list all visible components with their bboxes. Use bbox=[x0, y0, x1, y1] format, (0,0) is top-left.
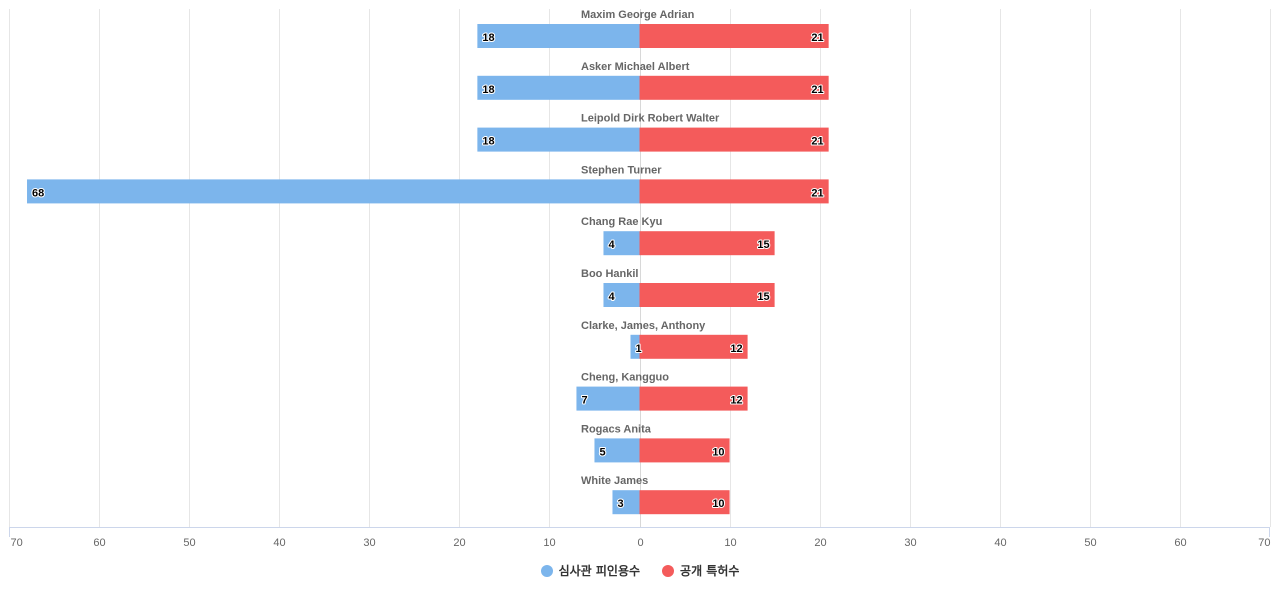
x-tick-label: 20 bbox=[453, 537, 465, 549]
bar-patents bbox=[639, 75, 829, 100]
x-tick-label: 60 bbox=[1174, 537, 1186, 549]
data-label-citations: 18 bbox=[482, 136, 494, 148]
data-label-citations: 7 bbox=[581, 395, 587, 407]
legend-item-citations[interactable]: 심사관 피인용수 bbox=[540, 562, 641, 579]
bar-patents bbox=[639, 231, 775, 256]
bar-patents bbox=[639, 386, 748, 411]
bar-citations bbox=[27, 179, 640, 204]
category-label: Maxim George Adrian bbox=[581, 9, 695, 21]
x-tick-label: 20 bbox=[814, 537, 826, 549]
bar-patents bbox=[639, 127, 829, 152]
data-label-patents: 12 bbox=[730, 343, 742, 355]
x-axis: 70 60 50 40 30 20 10 0 10 20 30 40 50 60 70 bbox=[9, 527, 1271, 549]
x-tick-label: 60 bbox=[93, 537, 105, 549]
grid-lines bbox=[9, 9, 1271, 527]
data-label-citations: 68 bbox=[32, 187, 44, 199]
bar-citations bbox=[603, 231, 640, 256]
bar-patents bbox=[639, 24, 829, 48]
x-tick-label: 10 bbox=[543, 537, 555, 549]
data-label-citations: 18 bbox=[482, 32, 494, 44]
legend-label-patents: 공개 특허수 bbox=[680, 564, 740, 578]
bar-patents bbox=[639, 334, 748, 359]
data-label-patents: 21 bbox=[811, 187, 823, 199]
category-label: Asker Michael Albert bbox=[581, 61, 690, 73]
category-label: White James bbox=[581, 475, 648, 487]
x-tick-label: 50 bbox=[183, 537, 195, 549]
category-label: Leipold Dirk Robert Walter bbox=[581, 113, 720, 125]
data-label-citations: 3 bbox=[617, 498, 623, 510]
bar-citations bbox=[477, 75, 640, 100]
x-tick-label: 0 bbox=[637, 537, 643, 549]
data-label-patents: 15 bbox=[757, 291, 769, 303]
data-label-patents: 12 bbox=[730, 395, 742, 407]
diverging-bar-chart: Maxim George Adrian 18 21 Asker Michael Alb… bbox=[9, 9, 1271, 549]
legend-dot-patents bbox=[662, 564, 675, 577]
bar-citations bbox=[594, 438, 640, 463]
bar-citations bbox=[477, 24, 640, 48]
bar-patents bbox=[639, 438, 730, 463]
x-tick-label: 30 bbox=[904, 537, 916, 549]
x-tick-label: 50 bbox=[1084, 537, 1096, 549]
bar-patents bbox=[639, 283, 775, 307]
legend: 심사관 피인용수 공개 특허수 bbox=[0, 562, 1280, 579]
data-label-patents: 21 bbox=[811, 32, 823, 44]
data-label-citations: 4 bbox=[608, 291, 615, 303]
x-tick-label: 40 bbox=[994, 537, 1006, 549]
category-label: Cheng, Kangguo bbox=[581, 372, 669, 384]
legend-dot-citations bbox=[540, 564, 553, 577]
bar-patents bbox=[639, 490, 730, 515]
data-label-patents: 10 bbox=[712, 446, 724, 458]
category-label: Chang Rae Kyu bbox=[581, 216, 662, 228]
bar-citations bbox=[630, 334, 640, 359]
data-label-patents: 21 bbox=[811, 136, 823, 148]
bar-citations bbox=[576, 386, 640, 411]
data-label-patents: 10 bbox=[712, 498, 724, 510]
data-label-citations: 1 bbox=[635, 343, 641, 355]
x-tick-label: 30 bbox=[363, 537, 375, 549]
x-tick-label: 70 bbox=[1258, 537, 1270, 549]
category-label: Boo Hankil bbox=[581, 268, 638, 280]
data-label-citations: 4 bbox=[608, 239, 615, 251]
category-label: Clarke, James, Anthony bbox=[581, 320, 706, 332]
category-label: Rogacs Anita bbox=[581, 423, 652, 435]
data-label-patents: 21 bbox=[811, 84, 823, 96]
bar-citations bbox=[612, 490, 640, 515]
x-tick-label: 70 bbox=[11, 537, 23, 549]
x-tick-label: 40 bbox=[273, 537, 285, 549]
legend-item-patents[interactable]: 공개 특허수 bbox=[662, 562, 739, 579]
category-label: Stephen Turner bbox=[581, 164, 662, 176]
labels: Maxim George Adrian 18 21 Asker Michael Alb… bbox=[31, 9, 825, 511]
data-label-patents: 15 bbox=[757, 239, 769, 251]
bar-citations bbox=[477, 127, 640, 152]
x-tick-label: 10 bbox=[724, 537, 736, 549]
data-label-citations: 18 bbox=[482, 84, 494, 96]
bar-citations bbox=[603, 283, 640, 307]
bars bbox=[27, 24, 829, 515]
data-label-citations: 5 bbox=[599, 446, 605, 458]
bar-patents bbox=[639, 179, 829, 204]
legend-label-citations: 심사관 피인용수 bbox=[558, 564, 641, 578]
